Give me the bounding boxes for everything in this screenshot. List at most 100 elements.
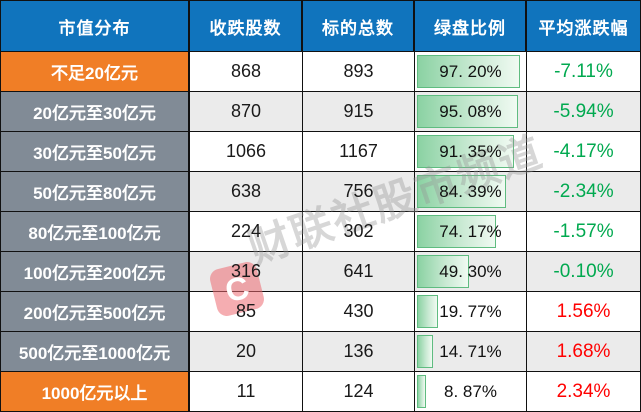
table-row: 500亿元至1000亿元 20 136 14. 71% 1.68% xyxy=(1,331,640,371)
declined-count: 224 xyxy=(230,221,262,241)
data-bar-track xyxy=(417,135,523,168)
total-count-cell: 136 xyxy=(303,332,415,371)
green-ratio-value: 95. 08% xyxy=(439,101,502,121)
row-label-cell: 20亿元至30亿元 xyxy=(1,92,190,131)
green-ratio-bar xyxy=(417,295,438,328)
total-count: 1167 xyxy=(339,141,378,161)
green-ratio-cell: 91. 35% xyxy=(415,132,527,171)
avg-change-value: 1.56% xyxy=(556,300,611,322)
total-count: 302 xyxy=(343,221,374,241)
header-label: 市值分布 xyxy=(58,18,131,38)
declined-count: 11 xyxy=(236,381,256,401)
total-count-cell: 302 xyxy=(303,212,415,251)
green-ratio-bar xyxy=(417,375,427,408)
row-label: 500亿元至1000亿元 xyxy=(18,344,171,363)
green-ratio-value: 49. 30% xyxy=(439,261,502,281)
header-cell-avg-change: 平均涨跌幅 xyxy=(527,1,640,51)
green-ratio-cell: 74. 17% xyxy=(415,212,527,251)
row-label-cell: 100亿元至200亿元 xyxy=(1,252,190,291)
header-cell-green-ratio: 绿盘比例 xyxy=(415,1,527,51)
total-count: 756 xyxy=(343,181,374,201)
table-row: 200亿元至500亿元 85 430 19. 77% 1.56% xyxy=(1,291,640,331)
green-ratio-value: 14. 71% xyxy=(439,341,502,361)
row-label: 30亿元至50亿元 xyxy=(33,144,156,163)
row-label-cell: 50亿元至80亿元 xyxy=(1,172,190,211)
total-count: 124 xyxy=(343,381,374,401)
table-body: 不足20亿元 868 893 97. 20% -7.11% 20亿元至30亿元 … xyxy=(1,51,640,411)
green-ratio-value: 84. 39% xyxy=(439,181,502,201)
row-label-cell: 1000亿元以上 xyxy=(1,372,190,411)
data-bar-track xyxy=(417,255,523,288)
row-label: 1000亿元以上 xyxy=(41,384,148,403)
green-ratio-value: 8. 87% xyxy=(444,381,497,401)
green-ratio-value: 91. 35% xyxy=(439,141,502,161)
table-row: 1000亿元以上 11 124 8. 87% 2.34% xyxy=(1,371,640,411)
row-label: 80亿元至100亿元 xyxy=(28,224,161,243)
declined-count: 85 xyxy=(235,301,257,321)
total-count-cell: 1167 xyxy=(303,132,415,171)
table-row: 80亿元至100亿元 224 302 74. 17% -1.57% xyxy=(1,211,640,251)
avg-change-value: -1.57% xyxy=(553,220,614,242)
declined-count: 638 xyxy=(230,181,262,201)
data-bar-track xyxy=(417,335,523,368)
table-row: 不足20亿元 868 893 97. 20% -7.11% xyxy=(1,51,640,91)
avg-change-cell: -4.17% xyxy=(527,132,640,171)
green-ratio-cell: 14. 71% xyxy=(415,332,527,371)
table-row: 50亿元至80亿元 638 756 84. 39% -2.34% xyxy=(1,171,640,211)
green-ratio-value: 19. 77% xyxy=(439,301,502,321)
declined-count-cell: 868 xyxy=(190,52,303,91)
declined-count-cell: 638 xyxy=(190,172,303,211)
avg-change-cell: -1.57% xyxy=(527,212,640,251)
avg-change-value: -4.17% xyxy=(553,140,614,162)
green-ratio-cell: 49. 30% xyxy=(415,252,527,291)
avg-change-cell: -0.10% xyxy=(527,252,640,291)
header-label: 标的总数 xyxy=(322,18,394,38)
green-ratio-bar xyxy=(417,55,521,88)
data-bar-track xyxy=(417,175,523,208)
green-ratio-bar xyxy=(417,175,507,208)
green-ratio-cell: 8. 87% xyxy=(415,372,527,411)
avg-change-cell: 2.34% xyxy=(527,372,640,411)
row-label: 100亿元至200亿元 xyxy=(23,264,166,283)
avg-change-value: -5.94% xyxy=(553,100,614,122)
avg-change-value: 1.68% xyxy=(556,340,611,362)
green-ratio-bar xyxy=(417,255,470,288)
avg-change-value: -0.10% xyxy=(553,260,614,282)
header-cell-total-count: 标的总数 xyxy=(303,1,415,51)
table-row: 30亿元至50亿元 1066 1167 91. 35% -4.17% xyxy=(1,131,640,171)
green-ratio-value: 97. 20% xyxy=(439,61,502,81)
row-label: 50亿元至80亿元 xyxy=(33,184,156,203)
total-count: 641 xyxy=(343,261,374,281)
avg-change-cell: -7.11% xyxy=(527,52,640,91)
green-ratio-bar xyxy=(417,135,514,168)
total-count: 893 xyxy=(343,61,374,81)
declined-count-cell: 316 xyxy=(190,252,303,291)
data-bar-track xyxy=(417,295,523,328)
green-ratio-cell: 19. 77% xyxy=(415,292,527,331)
declined-count: 868 xyxy=(230,61,262,81)
row-label: 不足20亿元 xyxy=(51,64,138,83)
declined-count-cell: 85 xyxy=(190,292,303,331)
declined-count: 870 xyxy=(230,101,262,121)
header-label: 平均涨跌幅 xyxy=(538,18,629,38)
table-header-row: 市值分布 收跌股数 标的总数 绿盘比例 平均涨跌幅 xyxy=(1,1,640,51)
declined-count: 20 xyxy=(235,341,257,361)
green-ratio-value: 74. 17% xyxy=(439,221,502,241)
table-row: 100亿元至200亿元 316 641 49. 30% -0.10% xyxy=(1,251,640,291)
data-bar-track xyxy=(417,55,523,88)
green-ratio-cell: 97. 20% xyxy=(415,52,527,91)
declined-count: 1066 xyxy=(225,141,267,161)
row-label: 200亿元至500亿元 xyxy=(23,304,166,323)
declined-count-cell: 224 xyxy=(190,212,303,251)
green-ratio-bar xyxy=(417,215,496,248)
declined-count-cell: 11 xyxy=(190,372,303,411)
avg-change-cell: 1.68% xyxy=(527,332,640,371)
green-ratio-bar xyxy=(417,95,518,128)
green-ratio-cell: 84. 39% xyxy=(415,172,527,211)
avg-change-cell: -5.94% xyxy=(527,92,640,131)
total-count-cell: 756 xyxy=(303,172,415,211)
row-label-cell: 500亿元至1000亿元 xyxy=(1,332,190,371)
table-row: 20亿元至30亿元 870 915 95. 08% -5.94% xyxy=(1,91,640,131)
total-count: 430 xyxy=(343,301,374,321)
green-ratio-cell: 95. 08% xyxy=(415,92,527,131)
